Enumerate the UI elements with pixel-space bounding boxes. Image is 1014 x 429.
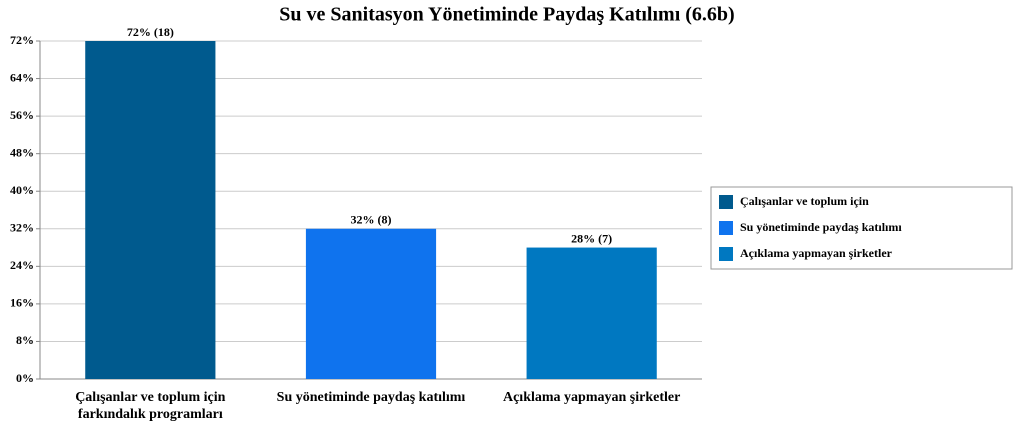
- legend-label: Su yönetiminde paydaş katılımı: [740, 220, 902, 234]
- y-tick-label: 24%: [10, 258, 34, 272]
- legend-label: Açıklama yapmayan şirketler: [740, 246, 893, 260]
- bar: [526, 247, 657, 379]
- bar: [85, 41, 216, 379]
- y-tick-label: 16%: [10, 296, 34, 310]
- y-tick-label: 8%: [16, 333, 34, 347]
- y-tick-label: 48%: [10, 145, 34, 159]
- y-tick-label: 32%: [10, 221, 34, 235]
- y-tick-label: 40%: [10, 183, 34, 197]
- y-tick-label: 0%: [16, 371, 34, 385]
- bar: [305, 228, 437, 379]
- x-tick-label: Su yönetiminde paydaş katılımı: [276, 390, 466, 405]
- chart-title: Su ve Sanitasyon Yönetiminde Paydaş Katı…: [279, 4, 734, 26]
- legend-label: Çalışanlar ve toplum için: [740, 194, 869, 208]
- x-tick-label: Açıklama yapmayan şirketler: [502, 390, 681, 405]
- value-label: 32% (8): [351, 213, 392, 227]
- legend-swatch: [719, 221, 733, 235]
- value-label: 72% (18): [127, 25, 174, 39]
- y-tick-label: 64%: [10, 70, 34, 84]
- x-tick-label: Çalışanlar ve toplum için farkındalık pr…: [75, 390, 226, 422]
- y-tick-label: 72%: [10, 33, 34, 47]
- legend-swatch: [719, 195, 733, 209]
- legend-swatch: [719, 247, 733, 261]
- y-tick-label: 56%: [10, 108, 34, 122]
- value-label: 28% (7): [571, 231, 612, 245]
- legend-box: [710, 186, 1013, 270]
